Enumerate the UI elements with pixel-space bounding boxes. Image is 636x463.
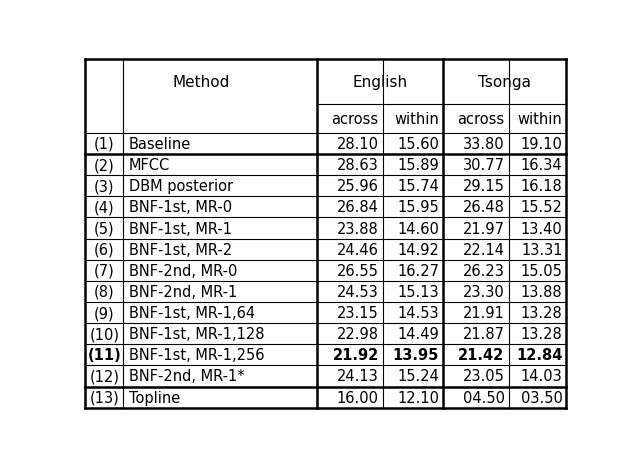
Text: 04.50: 04.50 bbox=[462, 390, 504, 405]
Text: DBM posterior: DBM posterior bbox=[129, 179, 233, 194]
Text: (1): (1) bbox=[94, 137, 114, 152]
Text: BNF-1st, MR-1,64: BNF-1st, MR-1,64 bbox=[129, 306, 255, 320]
Text: within: within bbox=[394, 112, 439, 126]
Text: BNF-1st, MR-1,128: BNF-1st, MR-1,128 bbox=[129, 326, 265, 342]
Text: 14.53: 14.53 bbox=[398, 306, 439, 320]
Text: BNF-2nd, MR-1: BNF-2nd, MR-1 bbox=[129, 284, 237, 299]
Text: BNF-1st, MR-2: BNF-1st, MR-2 bbox=[129, 242, 232, 257]
Text: 23.15: 23.15 bbox=[337, 306, 378, 320]
Text: (10): (10) bbox=[89, 326, 120, 342]
Text: 23.30: 23.30 bbox=[463, 284, 504, 299]
Text: 24.13: 24.13 bbox=[337, 369, 378, 384]
Text: 15.60: 15.60 bbox=[398, 137, 439, 152]
Text: MFCC: MFCC bbox=[129, 158, 170, 173]
Text: BNF-1st, MR-1: BNF-1st, MR-1 bbox=[129, 221, 232, 236]
Text: (9): (9) bbox=[94, 306, 114, 320]
Text: 14.03: 14.03 bbox=[521, 369, 562, 384]
Text: 25.96: 25.96 bbox=[337, 179, 378, 194]
Text: 15.13: 15.13 bbox=[398, 284, 439, 299]
Text: 13.40: 13.40 bbox=[521, 221, 562, 236]
Text: 22.98: 22.98 bbox=[336, 326, 378, 342]
Text: 16.27: 16.27 bbox=[397, 263, 439, 278]
Text: 12.10: 12.10 bbox=[397, 390, 439, 405]
Text: 26.23: 26.23 bbox=[463, 263, 504, 278]
Text: 14.49: 14.49 bbox=[398, 326, 439, 342]
Text: 13.95: 13.95 bbox=[393, 348, 439, 363]
Text: 21.91: 21.91 bbox=[463, 306, 504, 320]
Text: 15.05: 15.05 bbox=[521, 263, 562, 278]
Text: within: within bbox=[518, 112, 562, 126]
Text: BNF-1st, MR-0: BNF-1st, MR-0 bbox=[129, 200, 232, 215]
Text: (4): (4) bbox=[94, 200, 114, 215]
Text: English: English bbox=[352, 75, 408, 90]
Text: 16.34: 16.34 bbox=[521, 158, 562, 173]
Text: 33.80: 33.80 bbox=[463, 137, 504, 152]
Text: 19.10: 19.10 bbox=[521, 137, 562, 152]
Text: 26.84: 26.84 bbox=[337, 200, 378, 215]
Text: BNF-2nd, MR-0: BNF-2nd, MR-0 bbox=[129, 263, 237, 278]
Text: 15.24: 15.24 bbox=[398, 369, 439, 384]
Text: (8): (8) bbox=[94, 284, 114, 299]
Text: 14.92: 14.92 bbox=[398, 242, 439, 257]
Text: Topline: Topline bbox=[129, 390, 181, 405]
Text: (3): (3) bbox=[94, 179, 114, 194]
Text: BNF-1st, MR-1,256: BNF-1st, MR-1,256 bbox=[129, 348, 265, 363]
Text: 15.95: 15.95 bbox=[398, 200, 439, 215]
Text: 21.87: 21.87 bbox=[462, 326, 504, 342]
Text: 26.48: 26.48 bbox=[463, 200, 504, 215]
Text: (7): (7) bbox=[94, 263, 114, 278]
Text: 12.84: 12.84 bbox=[516, 348, 562, 363]
Text: 15.74: 15.74 bbox=[398, 179, 439, 194]
Text: 22.14: 22.14 bbox=[462, 242, 504, 257]
Text: 21.42: 21.42 bbox=[459, 348, 504, 363]
Text: BNF-2nd, MR-1*: BNF-2nd, MR-1* bbox=[129, 369, 245, 384]
Text: Tsonga: Tsonga bbox=[478, 75, 531, 90]
Text: (2): (2) bbox=[94, 158, 114, 173]
Text: 28.63: 28.63 bbox=[337, 158, 378, 173]
Text: (5): (5) bbox=[94, 221, 114, 236]
Text: 24.53: 24.53 bbox=[337, 284, 378, 299]
Text: 16.18: 16.18 bbox=[521, 179, 562, 194]
Text: 24.46: 24.46 bbox=[337, 242, 378, 257]
Text: across: across bbox=[457, 112, 504, 126]
Text: 15.89: 15.89 bbox=[398, 158, 439, 173]
Text: 23.88: 23.88 bbox=[337, 221, 378, 236]
Text: 29.15: 29.15 bbox=[463, 179, 504, 194]
Text: 03.50: 03.50 bbox=[521, 390, 562, 405]
Text: (11): (11) bbox=[87, 348, 121, 363]
Text: 23.05: 23.05 bbox=[463, 369, 504, 384]
Text: 13.28: 13.28 bbox=[521, 306, 562, 320]
Text: 13.88: 13.88 bbox=[521, 284, 562, 299]
Text: 30.77: 30.77 bbox=[462, 158, 504, 173]
Text: 21.97: 21.97 bbox=[462, 221, 504, 236]
Text: across: across bbox=[331, 112, 378, 126]
Text: 13.28: 13.28 bbox=[521, 326, 562, 342]
Text: Baseline: Baseline bbox=[129, 137, 191, 152]
Text: 28.10: 28.10 bbox=[336, 137, 378, 152]
Text: (12): (12) bbox=[89, 369, 120, 384]
Text: 16.00: 16.00 bbox=[336, 390, 378, 405]
Text: 14.60: 14.60 bbox=[398, 221, 439, 236]
Text: Method: Method bbox=[172, 75, 230, 90]
Text: (6): (6) bbox=[94, 242, 114, 257]
Text: 15.52: 15.52 bbox=[521, 200, 562, 215]
Text: 26.55: 26.55 bbox=[337, 263, 378, 278]
Text: (13): (13) bbox=[90, 390, 119, 405]
Text: 21.92: 21.92 bbox=[333, 348, 378, 363]
Text: 13.31: 13.31 bbox=[521, 242, 562, 257]
